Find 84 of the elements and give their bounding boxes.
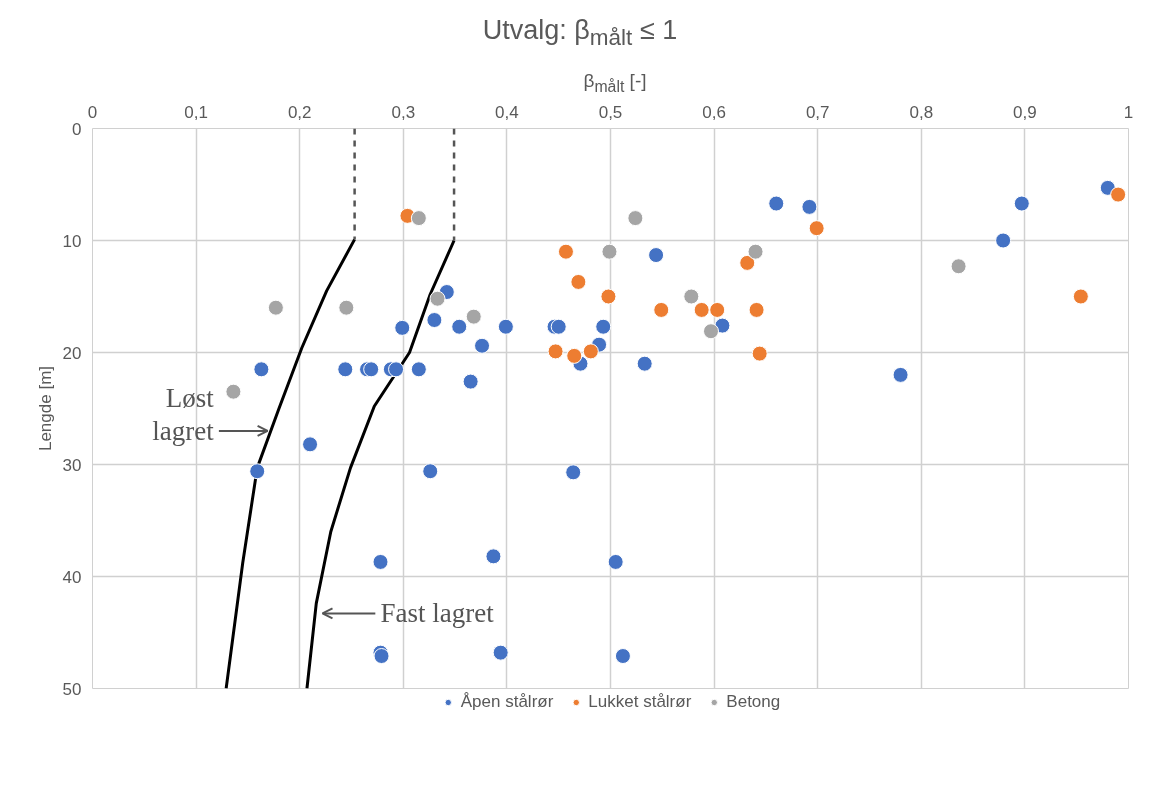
point: [614, 648, 631, 665]
y-tick-label: 20: [62, 343, 82, 363]
point: [497, 318, 514, 335]
legend-label: Åpen stålrør: [460, 692, 554, 712]
point: [570, 273, 587, 290]
legend-label: Betong: [726, 692, 781, 712]
point: [739, 254, 756, 271]
point: [547, 343, 564, 360]
x-tick-label: 0,1: [184, 102, 208, 122]
point: [600, 288, 617, 305]
point: [302, 436, 319, 453]
point: [702, 323, 719, 340]
y-tick-label: 40: [62, 567, 82, 587]
x-tick-label: 1: [1123, 102, 1134, 122]
point: [451, 318, 468, 335]
chart-title: Utvalg: β$_{målt}$ ≤ 1: [482, 14, 678, 53]
point: [462, 373, 479, 390]
x-tick-label: 0,6: [702, 102, 726, 122]
point: [410, 210, 427, 227]
point: [768, 195, 785, 212]
point: [426, 312, 443, 329]
x-tick-label: 0: [87, 102, 98, 122]
point: [808, 220, 825, 237]
y-tick-label: 50: [62, 679, 82, 699]
point: [636, 355, 653, 372]
point: [338, 299, 355, 316]
point: [709, 301, 726, 318]
annotation: Løst lagret: [152, 383, 215, 446]
point: [394, 319, 411, 336]
point: [892, 366, 909, 383]
x-tick-label: 0,8: [909, 102, 934, 122]
point: [648, 247, 665, 264]
x-tick-label: 0,4: [495, 102, 519, 122]
point: [557, 243, 574, 260]
point: [801, 198, 818, 215]
x-tick-label: 0,5: [598, 102, 623, 122]
point: [550, 318, 567, 335]
point: [683, 288, 700, 305]
point: [995, 232, 1012, 249]
y-tick-label: 0: [72, 119, 82, 139]
point: [566, 347, 583, 364]
x-tick-label: 0,9: [1013, 102, 1037, 122]
point: [1072, 288, 1089, 305]
point: [249, 463, 266, 480]
point: [267, 299, 284, 316]
point: [253, 361, 270, 378]
point: [474, 337, 491, 354]
point: [747, 243, 764, 260]
point: [388, 361, 405, 378]
point: [607, 553, 624, 570]
x-tick-label: 0,7: [805, 102, 830, 122]
point: [485, 548, 502, 565]
point: [225, 383, 242, 400]
point: [627, 210, 644, 227]
line-series: [224, 237, 357, 689]
point: [582, 343, 599, 360]
point: [601, 243, 618, 260]
point: [372, 553, 389, 570]
x-tick-label: 0,3: [391, 102, 416, 122]
point: [595, 318, 612, 335]
point: [748, 301, 765, 318]
annotation: Fast lagret: [380, 598, 495, 629]
y-tick-label: 10: [62, 231, 82, 251]
point: [373, 648, 390, 665]
point: [950, 258, 967, 275]
point: [337, 361, 354, 378]
point: [363, 361, 380, 378]
x-axis-title: β$_{målt}$ [-]: [583, 69, 647, 97]
legend-label: Lukket stålrør: [588, 692, 692, 712]
point: [565, 464, 582, 481]
y-axis-title: Lengde [m]: [35, 365, 55, 452]
point: [410, 361, 427, 378]
point: [465, 308, 482, 325]
point: [693, 301, 710, 318]
point: [751, 345, 768, 362]
point: [653, 301, 670, 318]
point: [492, 644, 509, 661]
point: [422, 463, 439, 480]
point: [429, 290, 446, 307]
y-tick-label: 30: [62, 455, 82, 475]
point: [1013, 195, 1030, 212]
point: [714, 317, 731, 334]
point: [1110, 186, 1127, 203]
x-tick-label: 0,2: [287, 102, 312, 122]
